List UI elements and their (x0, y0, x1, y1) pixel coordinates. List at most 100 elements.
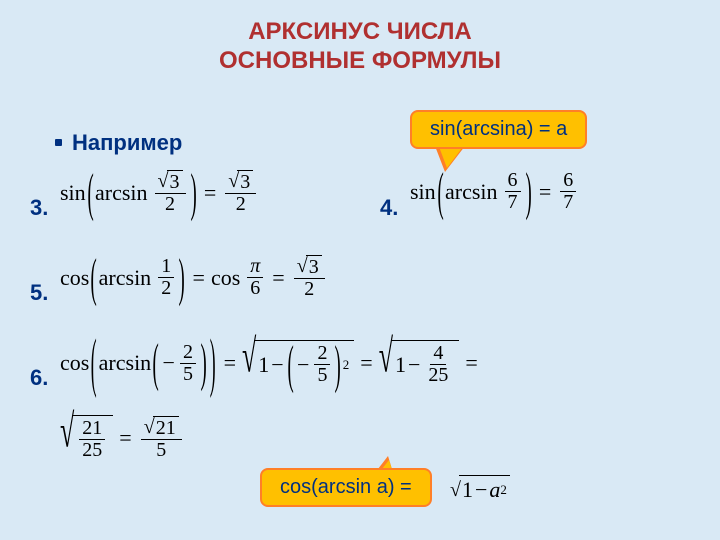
rparen-icon: ) (525, 160, 531, 222)
num-one: 1 (462, 477, 473, 503)
item-number-5: 5. (30, 280, 48, 306)
equals-sign: = (224, 350, 236, 376)
denominator: 7 (505, 192, 521, 213)
fraction: 6 7 (505, 170, 521, 213)
lparen-icon: ( (287, 333, 293, 395)
lparen-icon: ( (91, 246, 97, 308)
slide-title: АРКСИНУС ЧИСЛА ОСНОВНЫЕ ФОРМУЛЫ (0, 0, 720, 76)
numerator: 2 (180, 342, 196, 364)
minus-sign: − (475, 477, 487, 503)
sqrt3: 3 (306, 255, 322, 278)
sqrt-expression: √ 21 25 (60, 415, 113, 461)
equation-5: cos ( arcsin 1 2 ) = cos π 6 = √3 2 (60, 255, 328, 300)
callout-cos-identity: cos(arcsin a) = (260, 468, 432, 507)
denominator: 2 (158, 278, 174, 299)
fn-cos: cos (60, 350, 89, 376)
lparen-icon: ( (87, 161, 93, 223)
equation-6: cos ( arcsin ( − 2 5 ) ) = √ 1 − ( − 2 5… (60, 340, 484, 386)
fraction: √21 5 (141, 416, 182, 461)
radical-icon: √ (158, 171, 169, 192)
fn-cos: cos (211, 265, 240, 291)
var-a: a (489, 477, 500, 503)
sqrt-expression: √ 1 − 4 25 (379, 340, 460, 386)
lparen-icon: ( (437, 160, 443, 222)
title-line-1: АРКСИНУС ЧИСЛА (248, 18, 472, 45)
denominator: 5 (314, 365, 330, 386)
fn-sin: sin (60, 180, 86, 206)
exponent: 2 (500, 482, 507, 498)
minus-sign: − (163, 350, 175, 376)
denominator: 25 (425, 365, 451, 386)
equals-sign: = (360, 350, 372, 376)
fraction: √3 2 (294, 255, 325, 300)
radical-icon: √ (450, 479, 461, 502)
denominator: 7 (560, 192, 576, 213)
fn-arcsin: arcsin (445, 179, 498, 205)
numerator: 21 (79, 418, 105, 440)
equals-sign: = (193, 265, 205, 291)
equals-sign: = (119, 425, 131, 451)
radical-icon: √ (228, 171, 239, 192)
denominator: 5 (153, 440, 169, 461)
num-one: 1 (258, 352, 269, 378)
bullet-icon (55, 139, 62, 146)
rparen-icon: ) (190, 161, 196, 223)
rparen-icon: ) (335, 333, 341, 395)
denominator: 2 (301, 279, 317, 300)
equals-sign: = (465, 350, 477, 376)
sqrt3: 3 (167, 170, 183, 193)
denominator: 6 (247, 278, 263, 299)
item-number-4: 4. (380, 195, 398, 221)
fn-cos: cos (60, 265, 89, 291)
callout-sin-identity: sin(arcsina) = a (410, 110, 587, 149)
equation-6-continued: √ 21 25 = √21 5 (60, 415, 185, 461)
numerator: 6 (505, 170, 521, 192)
rparen-icon: ) (210, 324, 216, 402)
item-number-6: 6. (30, 365, 48, 391)
lparen-icon: ( (91, 324, 97, 402)
fraction: 2 5 (180, 342, 196, 385)
equation-4: sin ( arcsin 6 7 ) = 6 7 (410, 170, 579, 213)
equation-3: sin ( arcsin √3 2 ) = √3 2 (60, 170, 259, 215)
radical-icon: √ (60, 405, 74, 459)
radical-icon: √ (242, 330, 256, 384)
fraction: √3 2 (225, 170, 256, 215)
numerator: 1 (158, 256, 174, 278)
minus-sign: − (271, 352, 283, 378)
fn-arcsin: arcsin (99, 350, 152, 376)
numerator: 2 (314, 343, 330, 365)
example-label-text: Например (72, 130, 182, 155)
fn-sin: sin (410, 179, 436, 205)
equals-sign: = (272, 265, 284, 291)
numerator: 4 (430, 343, 446, 365)
numerator: 6 (560, 170, 576, 192)
radical-icon: √ (297, 256, 308, 277)
radical-icon: √ (379, 330, 393, 384)
rparen-icon: ) (200, 332, 206, 394)
fraction: 6 7 (560, 170, 576, 213)
lparen-icon: ( (153, 332, 159, 394)
fn-arcsin: arcsin (99, 265, 152, 291)
title-line-2: ОСНОВНЫЕ ФОРМУЛЫ (219, 47, 501, 74)
denominator: 2 (233, 194, 249, 215)
fraction: √3 2 (155, 170, 186, 215)
rparen-icon: ) (179, 246, 185, 308)
fn-arcsin: arcsin (95, 180, 148, 206)
denominator: 2 (162, 194, 178, 215)
callout-2-expression: √ 1 − a2 (450, 475, 510, 503)
radical-icon: √ (144, 417, 155, 438)
minus-sign: − (408, 352, 420, 378)
callout-2-text: cos(arcsin a) = (280, 476, 412, 499)
example-label: Например (55, 130, 182, 156)
fraction: 1 2 (158, 256, 174, 299)
denominator: 5 (180, 364, 196, 385)
num-one: 1 (395, 352, 406, 378)
fraction: π 6 (247, 256, 263, 299)
equals-sign: = (204, 180, 216, 206)
exponent: 2 (343, 357, 350, 373)
equals-sign: = (539, 179, 551, 205)
minus-sign: − (297, 352, 309, 378)
sqrt-expression: √ 1 − ( − 2 5 )2 (242, 340, 354, 386)
sqrt3: 3 (237, 170, 253, 193)
denominator: 25 (79, 440, 105, 461)
